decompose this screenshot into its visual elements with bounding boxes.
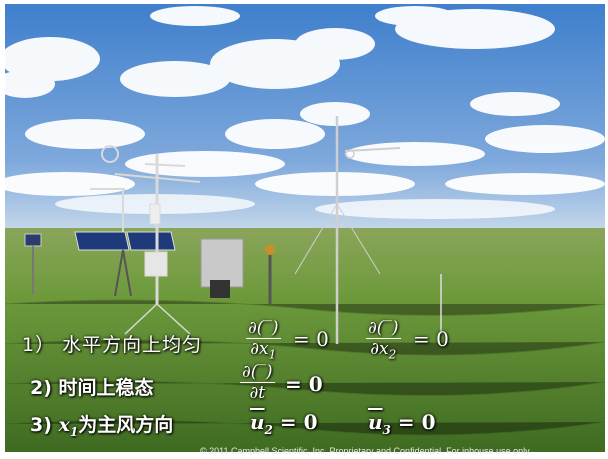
condition-2-equals: = 0 — [285, 372, 323, 396]
grass-texture — [5, 299, 605, 436]
sensor-post — [265, 245, 275, 304]
tall-mast — [294, 116, 401, 344]
copyright-footer: © 2011 Campbell Scientific, Inc. Proprie… — [200, 446, 532, 456]
condition-1-equals-2: = 0 — [413, 327, 449, 351]
denominator-var: ∂x — [250, 339, 269, 359]
u2-eq: = 0 — [279, 410, 318, 434]
fraction-numerator: ∂(‾) — [240, 362, 275, 383]
condition-3-u3-equation: u3 = 0 — [368, 410, 436, 437]
u3-var: u — [368, 410, 383, 434]
denominator-var: ∂x — [370, 339, 389, 359]
solar-panels — [74, 231, 176, 297]
fraction-denominator: ∂t — [249, 383, 266, 403]
u2-sub: 2 — [264, 423, 273, 437]
condition-3-text: 为主风方向 — [78, 414, 174, 436]
fraction-denominator: ∂x1 — [246, 339, 281, 364]
fraction-numerator: ∂(‾) — [246, 318, 281, 339]
condition-2-fraction-t: ∂(‾) ∂t — [240, 362, 275, 403]
condition-1-fraction-x1: ∂(‾) ∂x1 — [246, 318, 281, 364]
u3-sub: 3 — [382, 423, 391, 437]
field-station-photo — [5, 4, 605, 452]
denominator-sub: 2 — [388, 347, 397, 362]
condition-3-label: 3) x1为主风方向 — [30, 410, 173, 439]
condition-1-label: 1） 水平方向上均匀 — [22, 334, 203, 356]
fraction-numerator: ∂(‾) — [366, 318, 401, 339]
condition-1-fraction-x2: ∂(‾) ∂x2 — [366, 318, 401, 364]
u2-var: u — [250, 410, 265, 434]
denominator-sub: 1 — [268, 347, 277, 362]
condition-3-sub: 1 — [69, 424, 79, 439]
enclosure-box — [200, 238, 244, 298]
condition-3-number: 3) — [30, 414, 52, 436]
u3-eq: = 0 — [397, 410, 436, 434]
clouds — [5, 6, 605, 219]
condition-3-u2-equation: u2 = 0 — [250, 410, 318, 437]
small-solar-panel — [24, 233, 42, 294]
condition-2-label: 2) 时间上稳态 — [30, 377, 154, 399]
flux-tower — [90, 145, 201, 335]
grassland — [5, 228, 605, 452]
condition-1-equals-1: = 0 — [293, 327, 329, 351]
condition-3-var: x — [58, 414, 70, 436]
fraction-denominator: ∂x2 — [366, 339, 401, 364]
